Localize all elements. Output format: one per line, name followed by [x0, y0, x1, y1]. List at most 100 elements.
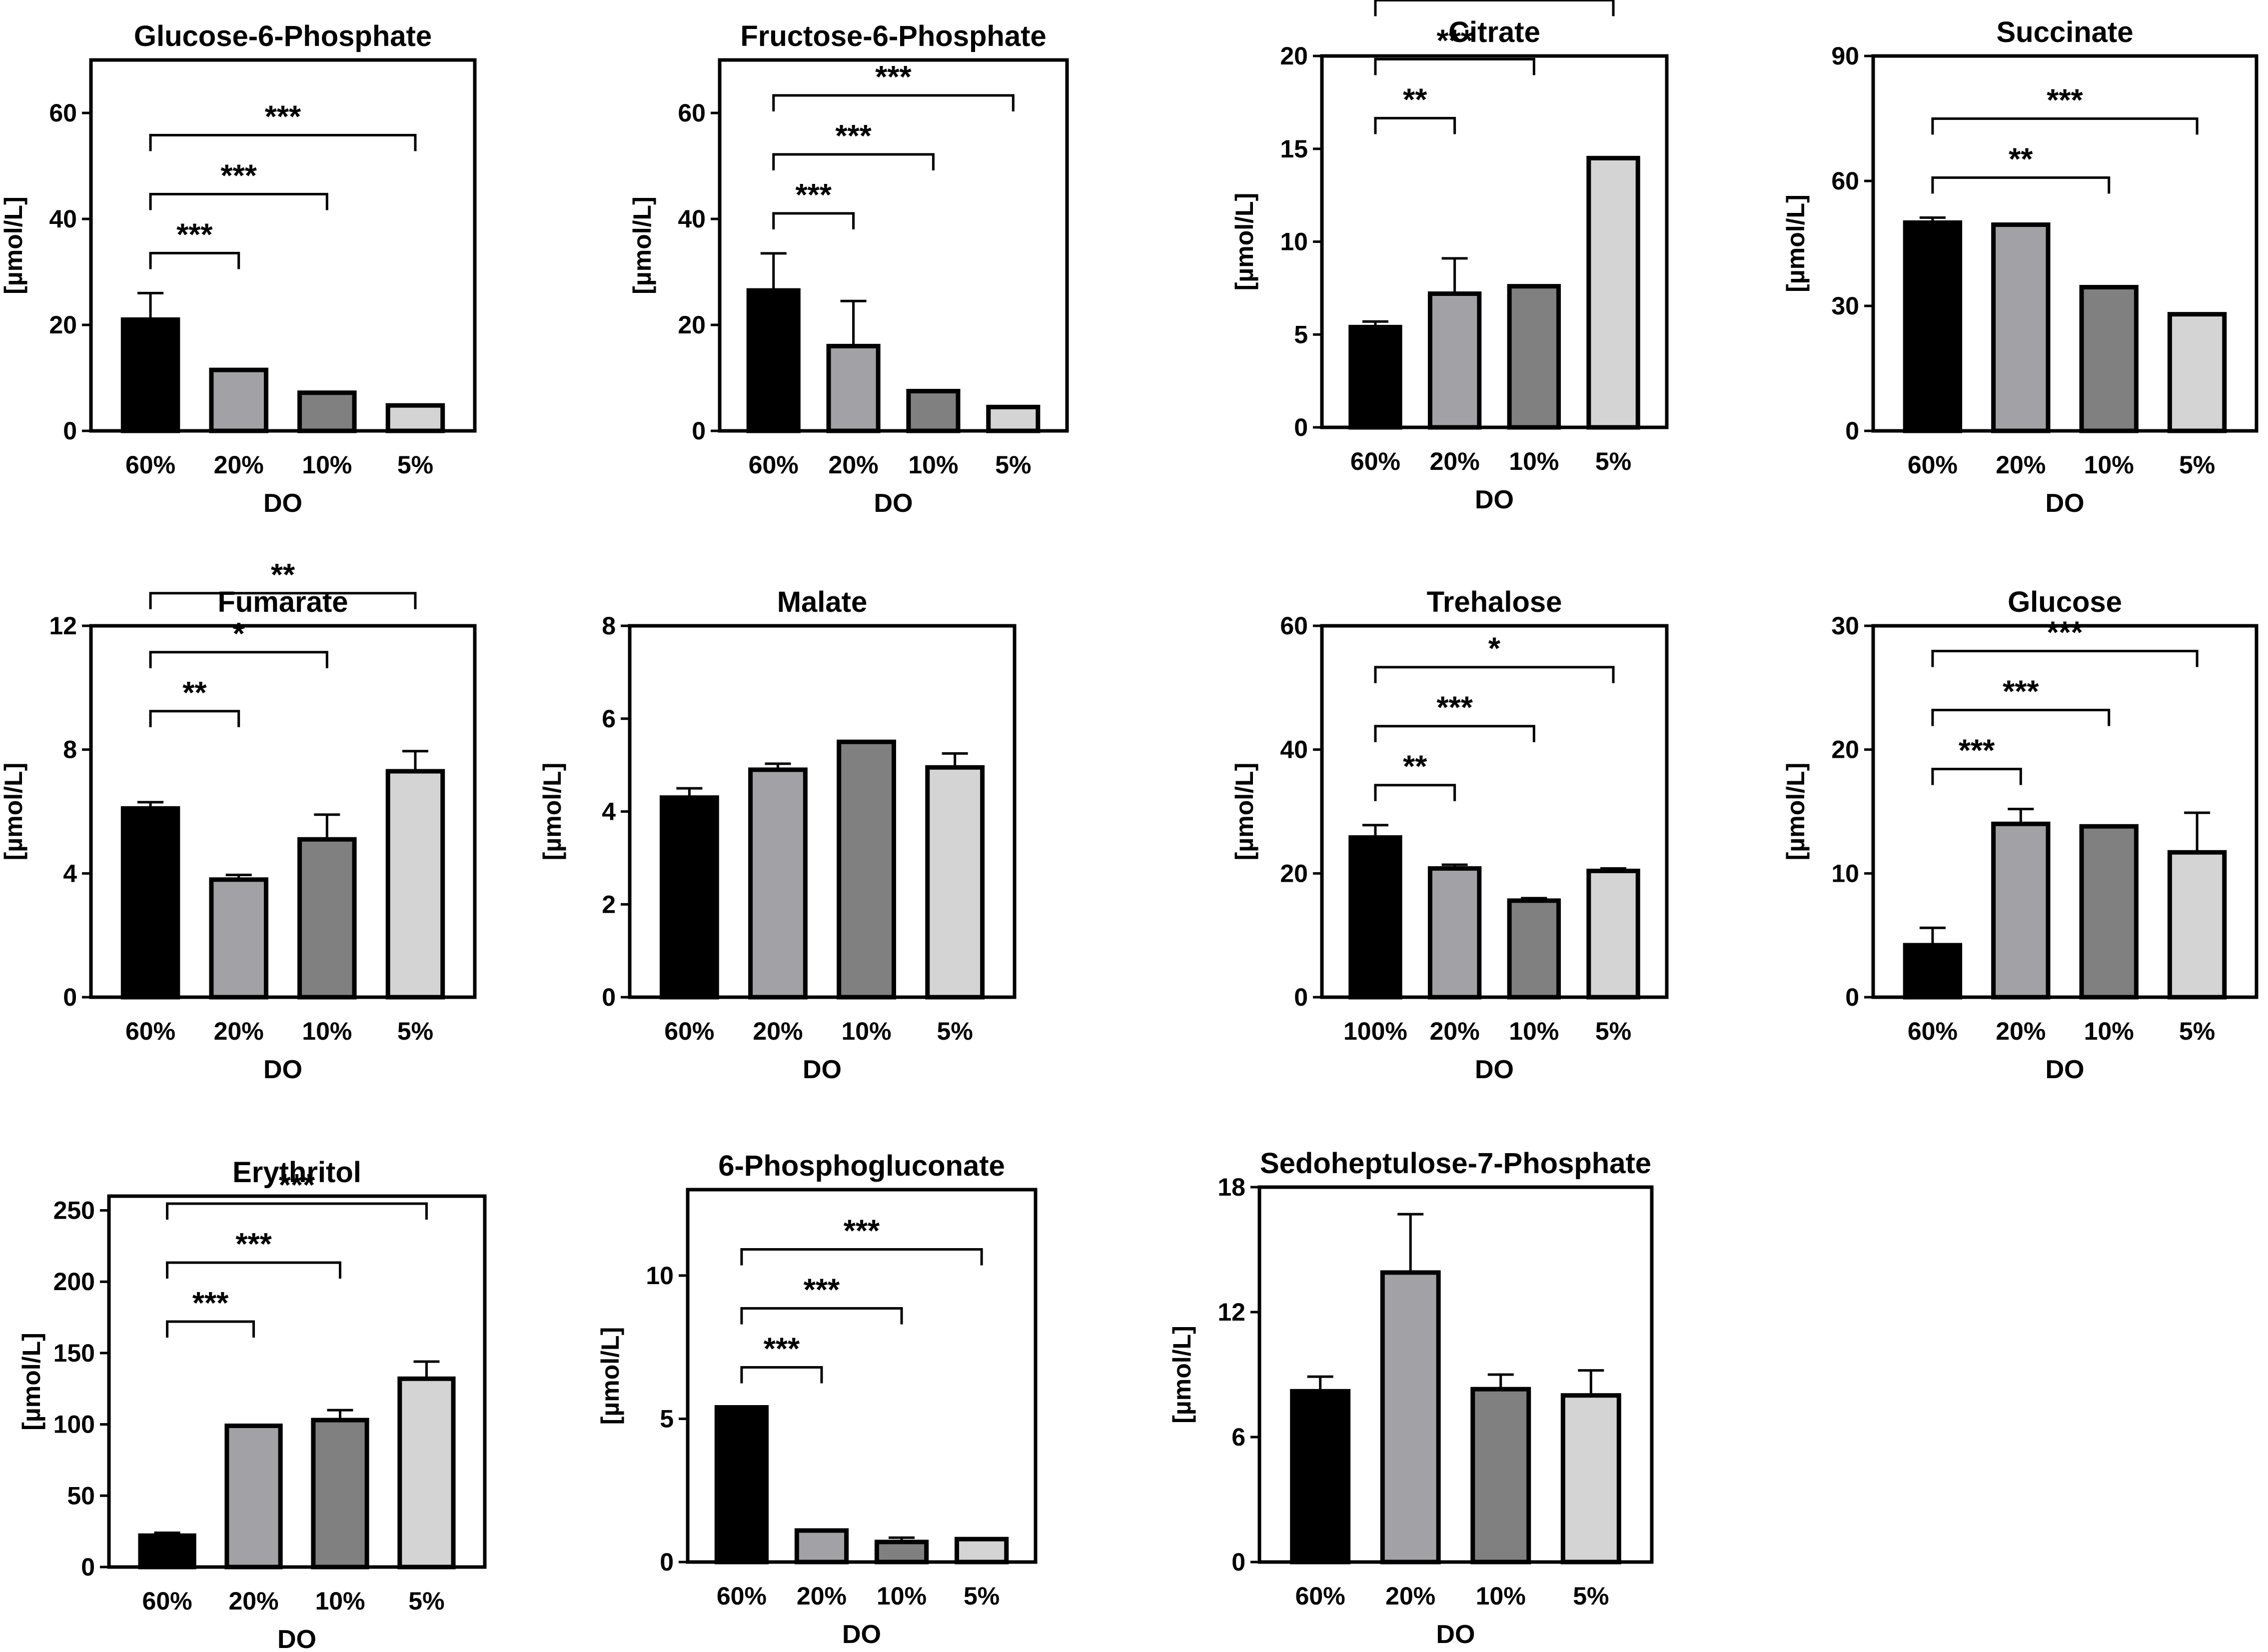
y-tick-label: 20 [678, 311, 706, 339]
bar-5% [397, 1376, 456, 1570]
y-axis-label: [µmol/L] [1230, 763, 1258, 860]
x-axis-label: DO [842, 1620, 881, 1649]
y-tick-label: 250 [53, 1197, 95, 1225]
y-tick-label: 100 [53, 1411, 95, 1439]
x-tick-label: 10% [842, 1017, 892, 1045]
bar-10% [297, 837, 357, 1000]
significance-bracket [1374, 57, 1535, 75]
y-tick-label: 4 [602, 798, 616, 826]
x-tick-label: 5% [2179, 451, 2215, 479]
bar-20% [794, 1528, 849, 1565]
y-tick-label: 8 [602, 612, 616, 640]
bar-5% [1560, 1393, 1621, 1565]
bar-60% [714, 1405, 769, 1565]
y-tick-label: 12 [1217, 1298, 1245, 1326]
significance-bracket [149, 592, 417, 609]
x-tick-label: 10% [302, 451, 352, 479]
x-axis-label: DO [874, 489, 913, 518]
y-axis-label: [µmol/L] [17, 1333, 45, 1430]
significance-bracket [1374, 0, 1615, 16]
x-axis-label: DO [2046, 1055, 2085, 1084]
x-tick-label: 20% [829, 451, 879, 479]
chart-title: Trehalose [1427, 586, 1562, 618]
significance-label: *** [220, 158, 257, 193]
significance-bracket [1931, 117, 2199, 135]
x-tick-label: 10% [1509, 447, 1559, 475]
chart-title: Fumarate [217, 586, 348, 618]
bar-10% [837, 739, 896, 1000]
y-axis-label: [µmol/L] [1782, 194, 1810, 292]
significance-bracket [149, 133, 417, 151]
y-tick-label: 4 [63, 859, 77, 887]
x-tick-label: 5% [1595, 447, 1631, 475]
bar-20% [224, 1423, 283, 1570]
x-tick-label: 100% [1343, 1017, 1407, 1045]
plot-frame [1320, 624, 1669, 999]
significance-label: ** [2009, 142, 2033, 176]
significance-label: *** [279, 1168, 315, 1203]
plot-frame [89, 624, 477, 999]
bar-5% [986, 404, 1041, 433]
significance-label: *** [875, 60, 912, 94]
y-axis-label: [µmol/L] [1782, 763, 1810, 860]
bar-20% [1380, 1270, 1441, 1565]
chart-title: Erythritol [232, 1156, 361, 1189]
significance-label: *** [265, 99, 301, 134]
plot-frame [628, 624, 1017, 999]
y-tick-label: 0 [1845, 417, 1859, 445]
significance-bracket [772, 212, 855, 229]
significance-label: * [233, 617, 245, 651]
chart-title: 6-Phosphogluconate [718, 1150, 1005, 1182]
chart-title: Citrate [1448, 16, 1540, 48]
y-axis-label: [µmol/L] [1168, 1326, 1196, 1423]
bar-20% [1427, 291, 1482, 430]
y-tick-label: 30 [1831, 292, 1859, 320]
bar-10% [297, 390, 357, 433]
y-tick-label: 60 [49, 99, 77, 127]
x-tick-label: 10% [302, 1017, 352, 1045]
x-tick-label: 10% [877, 1582, 927, 1610]
y-tick-label: 12 [49, 612, 77, 640]
significance-bracket [166, 1202, 428, 1220]
bar-5% [1586, 868, 1640, 1000]
x-axis-label: DO [1436, 1620, 1475, 1649]
x-tick-label: 5% [964, 1582, 1000, 1610]
significance-label: *** [804, 1273, 840, 1308]
y-tick-label: 60 [1831, 167, 1859, 195]
bar-60% [120, 806, 180, 1000]
plot-frame [89, 58, 477, 433]
bar-5% [385, 403, 445, 433]
x-axis-label: DO [2046, 489, 2085, 518]
significance-bracket [740, 1307, 903, 1325]
significance-bracket [1374, 725, 1535, 742]
x-tick-label: 10% [2084, 1017, 2134, 1045]
x-tick-label: 10% [2084, 451, 2134, 479]
significance-bracket [740, 1366, 823, 1384]
y-tick-label: 10 [646, 1262, 674, 1290]
y-tick-label: 6 [1231, 1423, 1245, 1451]
bar-20% [209, 877, 268, 1000]
y-axis-label: [µmol/L] [596, 1327, 624, 1425]
x-tick-label: 60% [125, 451, 175, 479]
chart-title: Malate [777, 586, 868, 618]
y-tick-label: 0 [1294, 983, 1308, 1011]
significance-label: ** [1403, 82, 1427, 117]
bar-5% [2167, 312, 2227, 433]
y-tick-label: 50 [67, 1482, 95, 1510]
y-tick-label: 0 [660, 1548, 674, 1576]
y-tick-label: 40 [49, 205, 77, 233]
bar-60% [1903, 220, 1963, 433]
chart-title: Fructose-6-Phosphate [740, 20, 1046, 52]
significance-label: *** [235, 1227, 272, 1262]
significance-bracket [1374, 666, 1615, 683]
panel-11: Sedoheptulose-7-Phosphate [µmol/L] 0 6 12 18 6… [1168, 1147, 1654, 1649]
plot-frame [1871, 54, 2259, 433]
x-tick-label: 10% [908, 451, 958, 479]
significance-label: *** [1959, 734, 1995, 768]
bar-60% [138, 1533, 196, 1570]
bar-60% [120, 317, 180, 433]
x-tick-label: 5% [2179, 1017, 2215, 1045]
significance-label: *** [2047, 83, 2083, 117]
significance-bracket [1374, 116, 1456, 134]
